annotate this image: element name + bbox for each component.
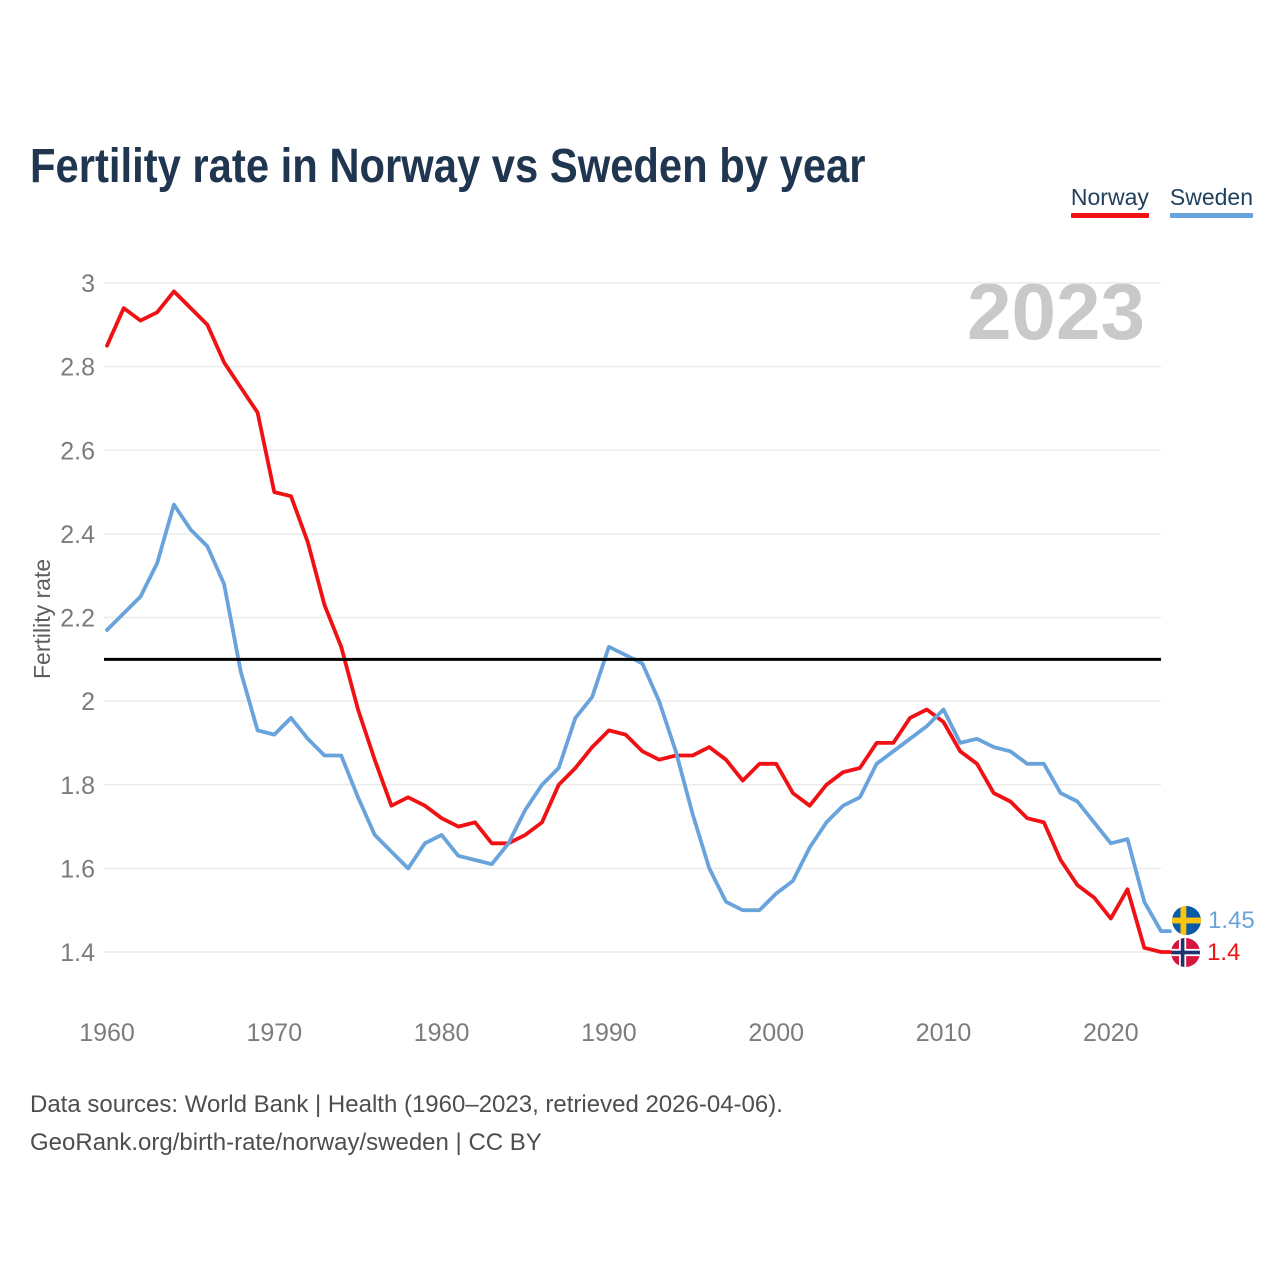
year-watermark: 2023 — [967, 267, 1145, 356]
sweden-end-label: 1.45 — [1172, 906, 1255, 935]
y-axis-title: Fertility rate — [29, 558, 55, 679]
norway-flag-icon — [1171, 938, 1200, 967]
footer-attribution: GeoRank.org/birth-rate/norway/sweden | C… — [30, 1129, 542, 1156]
x-tick-label: 2000 — [748, 1019, 804, 1047]
x-tick-label: 1990 — [581, 1019, 637, 1047]
footer: Data sources: World Bank | Health (1960–… — [30, 1086, 783, 1162]
x-tick-label: 2020 — [1083, 1019, 1139, 1047]
sweden-flag-icon — [1172, 906, 1201, 935]
norway-end-label: 1.4 — [1171, 938, 1240, 967]
x-tick-label: 2010 — [916, 1019, 972, 1047]
legend-underline-norway — [1070, 213, 1149, 219]
sweden-line — [105, 502, 1172, 933]
y-tick-label: 2.2 — [60, 605, 95, 633]
x-tick-label: 1970 — [246, 1019, 302, 1047]
x-tick-label: 1980 — [414, 1019, 470, 1047]
legend-item-norway[interactable]: Norway — [1070, 184, 1149, 219]
sweden-end-value: 1.45 — [1208, 906, 1255, 934]
footer-sources: Data sources: World Bank | Health (1960–… — [30, 1091, 783, 1118]
norway-line — [105, 289, 1172, 954]
y-tick-label: 3 — [81, 270, 95, 298]
y-tick-label: 2.6 — [60, 437, 95, 465]
y-tick-label: 2 — [81, 688, 95, 716]
legend-item-sweden[interactable]: Sweden — [1169, 184, 1253, 219]
y-tick-label: 1.4 — [60, 939, 95, 967]
y-tick-label: 1.8 — [60, 772, 95, 800]
legend-label-sweden: Sweden — [1169, 184, 1253, 210]
legend: Norway Sweden — [1070, 184, 1253, 219]
norway-end-value: 1.4 — [1207, 938, 1241, 966]
y-tick-label: 2.4 — [60, 521, 95, 549]
y-tick-label: 1.6 — [60, 855, 95, 883]
y-tick-label: 2.8 — [60, 354, 95, 382]
page-title: Fertility rate in Norway vs Sweden by ye… — [30, 140, 866, 194]
legend-underline-sweden — [1169, 213, 1253, 219]
legend-label-norway: Norway — [1070, 184, 1149, 210]
x-tick-label: 1960 — [79, 1019, 135, 1047]
